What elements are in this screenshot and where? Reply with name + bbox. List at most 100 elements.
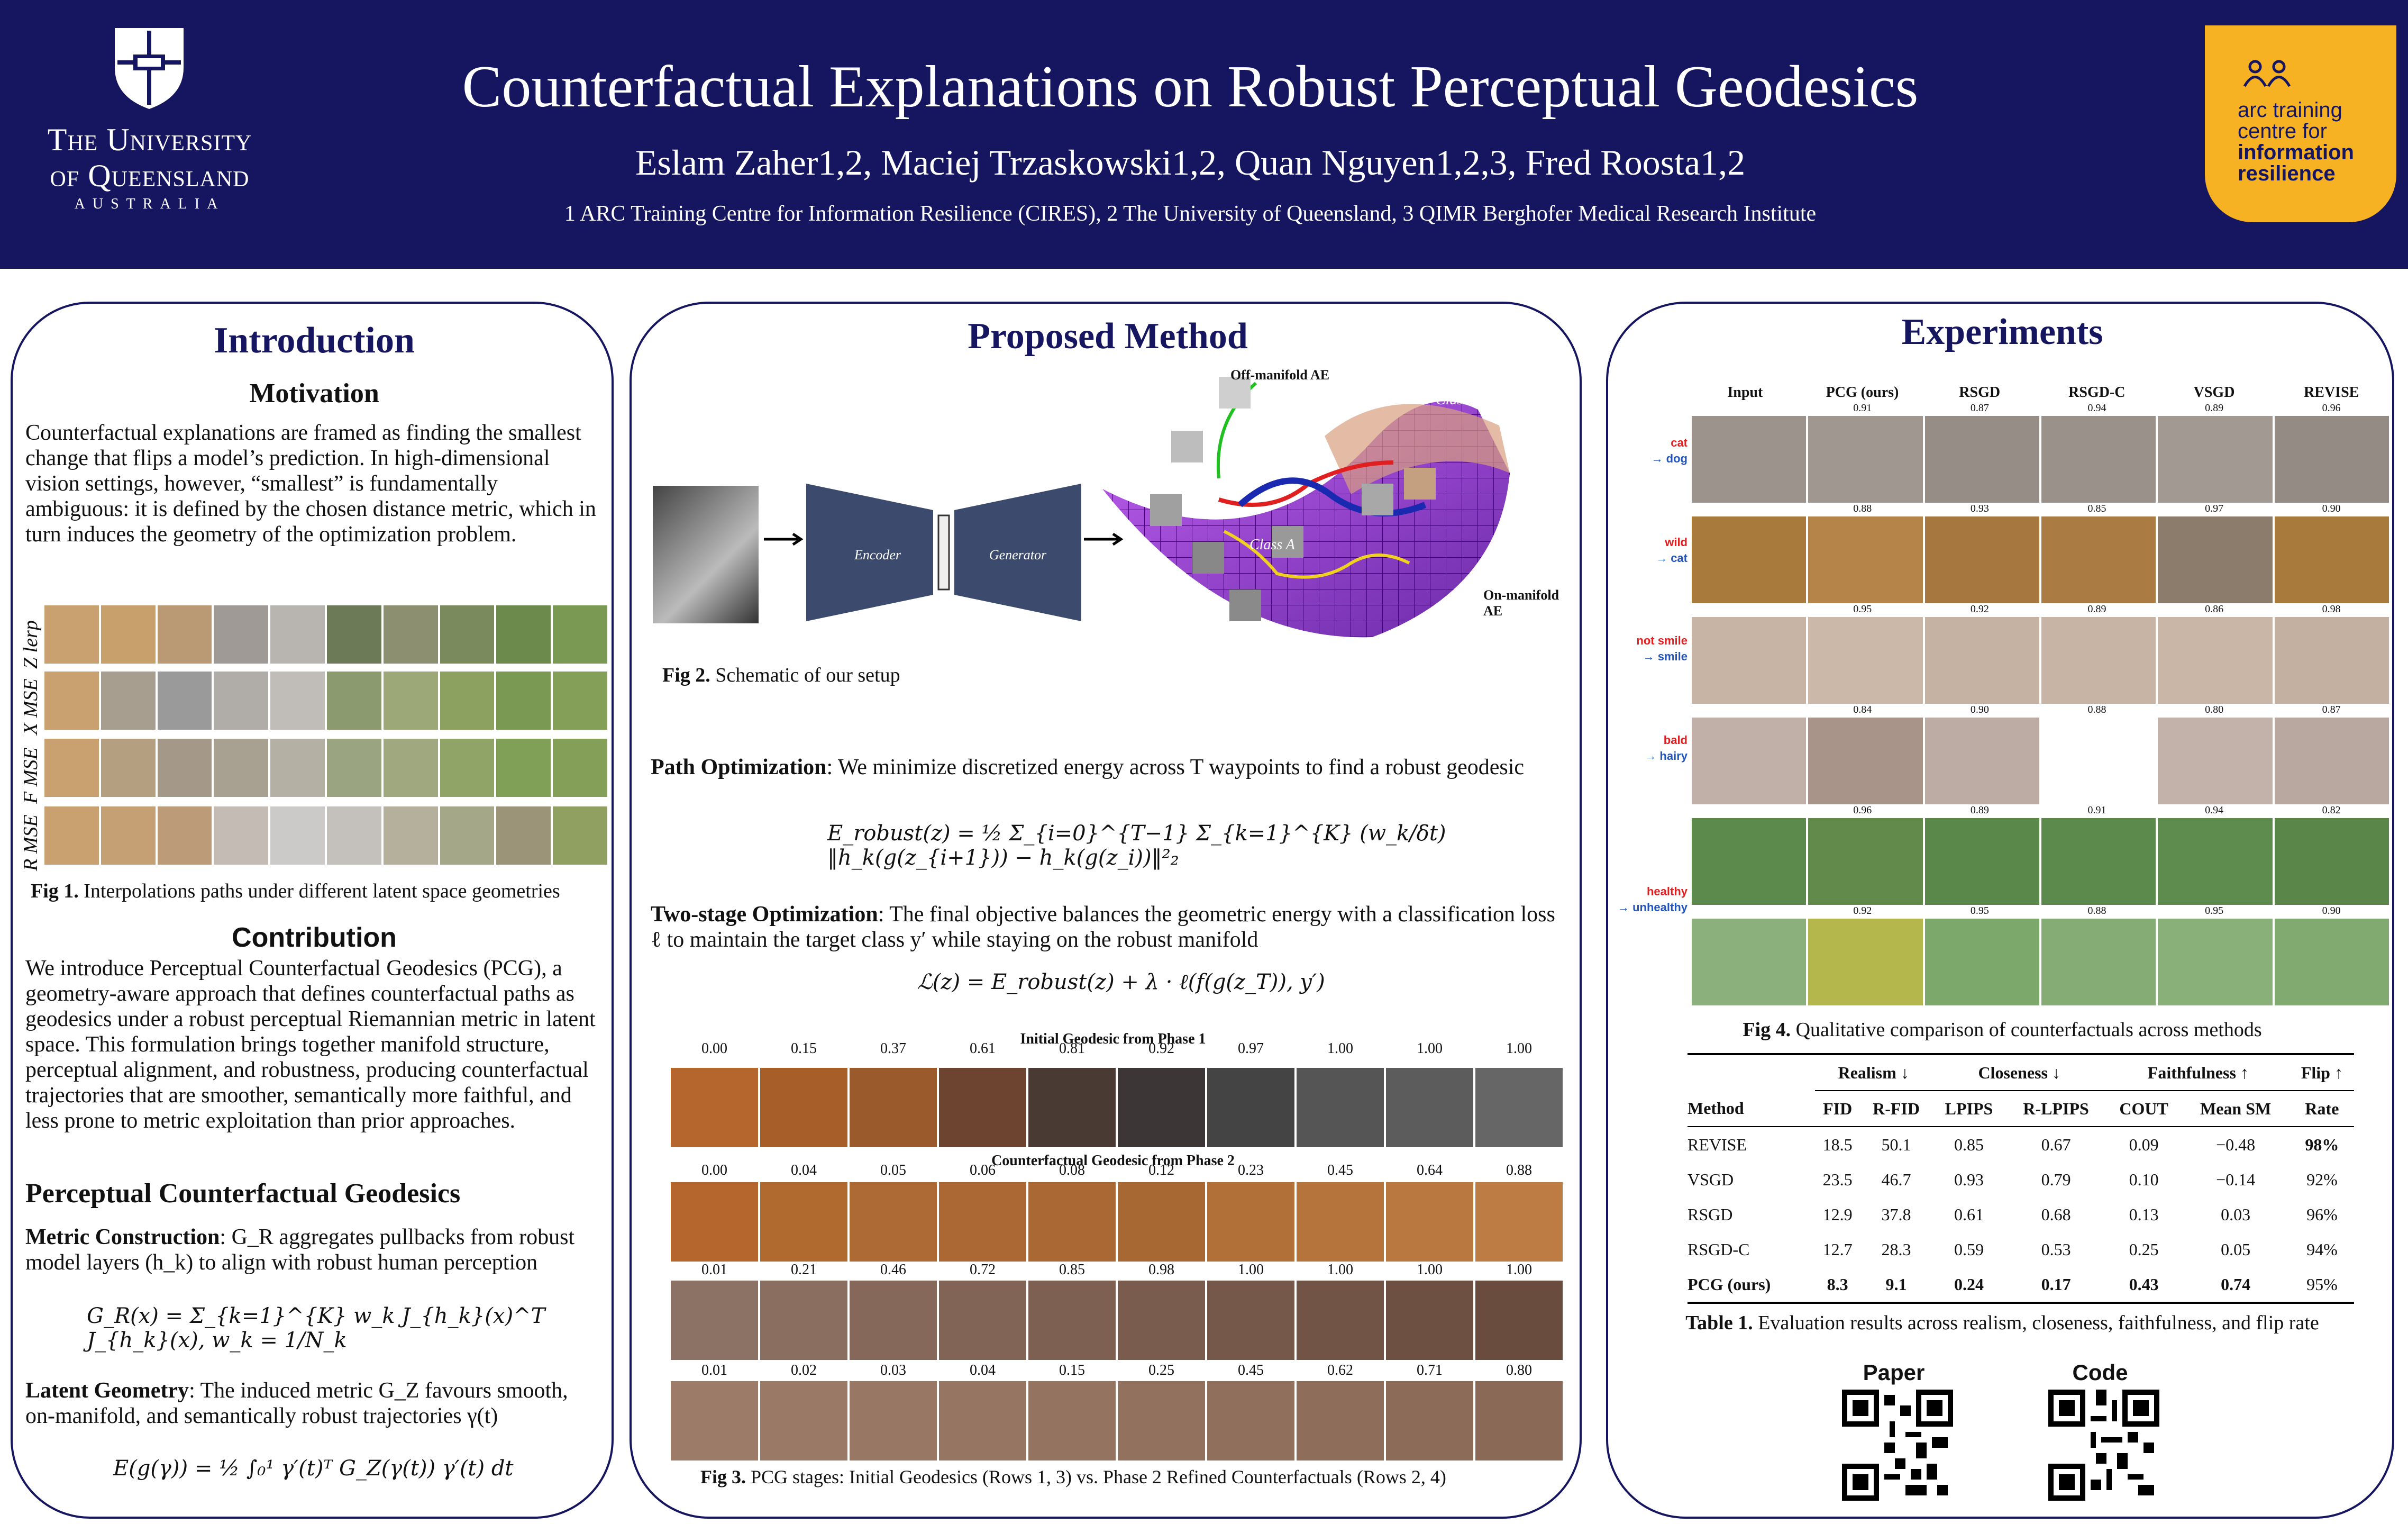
input-cat-image (653, 486, 759, 623)
metric-equation: G_R(x) = Σ_{k=1}^{K} w_k J_{h_k}(x)^T J_… (87, 1304, 545, 1353)
fig4-image-row (1692, 718, 2391, 804)
fig1-row (44, 806, 609, 865)
fig4-image-row (1692, 919, 2391, 1005)
arc-text: arc training centre for information resi… (2238, 98, 2354, 185)
fig3-scores-row4: 0.01 0.02 0.03 0.04 0.15 0.25 0.45 0.62 0.71 0.80 (701, 1362, 1532, 1378)
method-panel: Proposed Method Encoder Generator (630, 302, 1582, 1519)
column-header: LPIPS (1945, 1099, 1993, 1118)
table-row: VSGD 23.5 46.7 0.93 0.79 0.10 −0.14 92% (1688, 1169, 2338, 1189)
code-label: Code (2072, 1360, 2128, 1385)
fig1-row (44, 605, 609, 664)
paper-qr-code[interactable] (1842, 1390, 1953, 1501)
fig4-scores: 0.84 0.90 0.88 0.80 0.87 (1853, 704, 2341, 715)
uq-crest-icon (115, 28, 184, 109)
fig4-row-label: healthy → unhealthy (1617, 885, 1688, 914)
fig4-row-label: bald → hairy (1645, 733, 1688, 763)
fig1-row (44, 739, 609, 797)
experiments-title: Experiments (1901, 312, 2103, 352)
introduction-panel: Introduction Motivation Counterfactual e… (11, 302, 614, 1519)
group-header: Realism ↓ (1814, 1054, 1932, 1091)
contribution-text: We introduce Perceptual Counterfactual G… (25, 956, 596, 1133)
pcg-title: Perceptual Counterfactual Geodesics (25, 1178, 461, 1209)
table-caption: Table 1. Evaluation results across reali… (1685, 1312, 2319, 1334)
column-header: Method (1688, 1099, 1744, 1118)
arrow-icon (1084, 532, 1124, 546)
poster-title: Counterfactual Explanations on Robust Pe… (462, 54, 1919, 120)
path-equation: E_robust(z) = ½ Σ_{i=0}^{T−1} Σ_{k=1}^{K… (827, 821, 1446, 870)
results-table: Realism ↓ Closeness ↓ Faithfulness ↑ Fli… (1688, 1053, 2354, 1304)
autoencoder-diagram (806, 484, 1081, 621)
manifold-surface (1102, 377, 1510, 638)
metric-construction-text: Metric Construction: G_R aggregates pull… (25, 1225, 575, 1275)
method-title: Proposed Method (968, 316, 1248, 357)
phase1-title: Initial Geodesic from Phase 1 (1020, 1031, 1206, 1047)
column-header: COUT (2119, 1099, 2168, 1118)
fig4-scores: 0.96 0.89 0.91 0.94 0.82 (1853, 804, 2341, 816)
paper-label: Paper (1863, 1360, 1925, 1385)
fig4-scores: 0.95 0.92 0.89 0.86 0.98 (1853, 603, 2341, 615)
fig3-scores-row3: 0.01 0.21 0.46 0.72 0.85 0.98 1.00 1.00 1.00 1.00 (701, 1262, 1532, 1278)
group-header: Flip ↑ (2290, 1054, 2354, 1091)
class-a-label: Class A (1249, 537, 1295, 553)
group-header: Closeness ↓ (1932, 1054, 2106, 1091)
fig4-scores: 0.91 0.87 0.94 0.89 0.96 (1853, 402, 2341, 414)
fig1-row-label: R MSE (20, 814, 42, 871)
authors: Eslam Zaher1,2, Maciej Trzaskowski1,2, Q… (635, 142, 1746, 183)
fig1-row (44, 672, 609, 730)
encoder-label: Encoder (854, 547, 901, 563)
university-country: AUSTRALIA (74, 196, 225, 212)
on-manifold-label: On-manifold AE (1483, 587, 1559, 619)
motivation-title: Motivation (249, 378, 379, 409)
fig3-scores-row2: 0.00 0.04 0.05 0.06 0.08 0.12 0.23 0.45 0.64 0.88 (701, 1162, 1532, 1178)
latent-geometry-text: Latent Geometry: The induced metric G_Z … (25, 1378, 568, 1428)
path-optimization-text: Path Optimization: We minimize discretiz… (651, 755, 1525, 779)
fig4-image-row (1692, 617, 2391, 704)
column-header: R-LPIPS (2023, 1099, 2089, 1118)
fig1-row-label: F MSE (20, 747, 42, 804)
column-header: Mean SM (2200, 1099, 2272, 1118)
affiliations: 1 ARC Training Centre for Information Re… (564, 202, 1817, 226)
fig3-image-row (671, 1281, 1565, 1360)
fig4-image-row (1692, 416, 2391, 503)
fig3-caption: Fig 3. PCG stages: Initial Geodesics (Ro… (700, 1466, 1446, 1487)
table-row: REVISE 18.5 50.1 0.85 0.67 0.09 −0.48 98% (1688, 1135, 2339, 1154)
fig4-image-row (1692, 818, 2391, 905)
table-row: RSGD 12.9 37.8 0.61 0.68 0.13 0.03 96% (1688, 1204, 2338, 1224)
fig4-image-row (1692, 516, 2391, 603)
column-header: FID (1823, 1099, 1853, 1118)
university-name: The University of Queensland (47, 122, 252, 193)
contribution-title: Contribution (232, 922, 397, 953)
table-row: PCG (ours) 8.3 9.1 0.24 0.17 0.43 0.74 95% (1688, 1267, 2354, 1303)
code-qr-code[interactable] (2048, 1390, 2159, 1501)
column-header: Rate (2305, 1099, 2339, 1118)
generator-label: Generator (989, 547, 1047, 563)
fig4-caption: Fig 4. Qualitative comparison of counter… (1743, 1019, 2262, 1041)
fig4-row-label: not smile → smile (1636, 634, 1688, 663)
fig4-row-label: cat → dog (1651, 436, 1688, 465)
header: The University of Queensland AUSTRALIA C… (0, 0, 2408, 269)
phase2-title: Counterfactual Geodesic from Phase 2 (991, 1153, 1235, 1169)
fig3-image-row (671, 1068, 1565, 1147)
arc-people-icon (2243, 60, 2291, 87)
fig1-caption: Fig 1. Interpolations paths under differ… (31, 880, 560, 902)
introduction-title: Introduction (214, 320, 415, 361)
experiments-panel: Experiments Input PCG (ours) RSGD RSGD-C… (1606, 302, 2394, 1519)
fig3-image-row (671, 1182, 1565, 1262)
two-stage-equation: ℒ(z) = E_robust(z) + λ · ℓ(f(g(z_T)), y′… (917, 970, 1325, 994)
class-b-label: Class B (1436, 392, 1482, 408)
fig2-caption: Fig 2. Schematic of our setup (662, 664, 900, 686)
arrow-icon (764, 532, 804, 546)
fig4-row-label: wild → cat (1656, 536, 1688, 565)
table-row: RSGD-C 12.7 28.3 0.59 0.53 0.25 0.05 94% (1688, 1239, 2338, 1259)
fig3-scores-row1: 0.00 0.15 0.37 0.61 0.81 0.92 0.97 1.00 1.00 1.00 (701, 1040, 1532, 1057)
latent-equation: E(g(γ)) = ½ ∫₀¹ γ′(t)ᵀ G_Z(γ(t)) γ′(t) d… (113, 1456, 514, 1481)
fig4-scores: 0.88 0.93 0.85 0.97 0.90 (1853, 503, 2341, 514)
motivation-text: Counterfactual explanations are framed a… (25, 421, 596, 547)
off-manifold-label: Off-manifold AE (1230, 367, 1330, 383)
column-header: R-FID (1873, 1099, 1920, 1118)
fig1-row-label: X MSE (20, 678, 42, 735)
fig4-column-headers: Input PCG (ours) RSGD RSGD-C VSGD REVISE (1727, 384, 2359, 401)
two-stage-text: Two-stage Optimization: The final object… (651, 902, 1555, 952)
fig1-row-label: Z lerp (20, 620, 42, 669)
arc-logo: arc training centre for information resi… (2205, 25, 2396, 222)
